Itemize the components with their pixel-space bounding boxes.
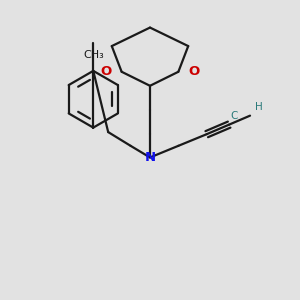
- Text: O: O: [188, 65, 200, 78]
- Text: H: H: [255, 102, 262, 112]
- Text: O: O: [100, 65, 112, 78]
- Text: CH₃: CH₃: [83, 50, 104, 60]
- Text: C: C: [231, 111, 238, 121]
- Text: N: N: [144, 151, 156, 164]
